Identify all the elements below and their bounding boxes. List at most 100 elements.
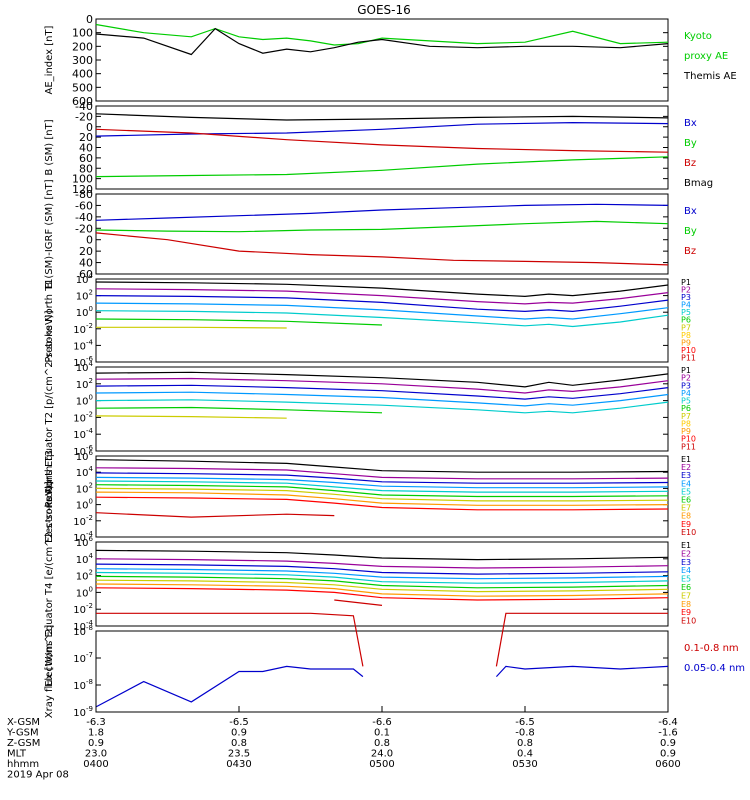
y-tick-label: 100 xyxy=(76,498,93,512)
series-line-p2 xyxy=(95,377,669,394)
y-tick-label: -20 xyxy=(75,110,93,123)
x-tick-label: 0500 xyxy=(369,759,394,770)
series-line-themis-ae xyxy=(95,27,669,56)
legend-label: P1 xyxy=(681,366,691,375)
x-tick-label: 0530 xyxy=(512,759,537,770)
panel-frame xyxy=(95,18,669,102)
x-tick-label: 0600 xyxy=(655,759,680,770)
x-row-label: Z-GSM xyxy=(7,738,40,749)
y-tick-label: 106 xyxy=(76,535,94,549)
legend-label: E10 xyxy=(681,528,696,537)
x-tick-label: 23.5 xyxy=(228,749,250,760)
legend-label: 0.1-0.8 nm xyxy=(684,643,739,654)
series-line-p2 xyxy=(95,288,669,305)
chart-title: GOES-16 xyxy=(357,3,411,17)
series-line-bmag xyxy=(95,113,669,121)
y-tick-label: 10-9 xyxy=(73,705,93,719)
y-tick-label: -80 xyxy=(75,188,93,201)
legend-label: E6 xyxy=(681,496,691,505)
x-tick-label: -6.5 xyxy=(229,717,249,728)
y-tick-label: 0 xyxy=(86,121,93,134)
y-tick-label: 10-2 xyxy=(73,602,93,616)
legend-label: P7 xyxy=(681,412,691,421)
panel-frame xyxy=(95,630,669,713)
legend-label: Bz xyxy=(684,246,696,257)
series-line-e10 xyxy=(334,599,383,606)
y-tick-label: 10-8 xyxy=(73,624,93,638)
y-tick-label: 10-4 xyxy=(73,338,93,352)
y-tick-label: 100 xyxy=(76,394,93,408)
series-line-e10 xyxy=(95,512,335,518)
legend-label: E5 xyxy=(681,487,691,496)
series-line-p4 xyxy=(95,302,669,320)
x-tick-label: -0.8 xyxy=(515,728,535,739)
series-line-e9 xyxy=(95,587,669,601)
panel-frame xyxy=(95,278,669,363)
series-line-e8 xyxy=(95,583,669,597)
legend-label: P9 xyxy=(681,427,691,436)
panel-frame xyxy=(95,366,669,452)
y-tick-label: 0 xyxy=(86,13,93,26)
y-tick-label: 20 xyxy=(79,131,93,144)
x-tick-label: -6.4 xyxy=(658,717,678,728)
series-line-e5 xyxy=(95,480,669,493)
y-tick-label: 102 xyxy=(76,289,93,303)
legend-label: P1 xyxy=(681,278,691,287)
x-tick-label: 0.8 xyxy=(374,738,390,749)
date-label: 2019 Apr 08 xyxy=(7,770,69,781)
x-row-label: hhmm xyxy=(7,759,39,770)
y-tick-label: 10-2 xyxy=(73,514,93,528)
y-tick-label: -20 xyxy=(75,222,93,235)
y-tick-label: -40 xyxy=(75,211,93,224)
legend-label: Bx xyxy=(684,206,697,217)
y-axis-label: Electrons North T3 xyxy=(44,450,55,543)
series-line-e7 xyxy=(95,487,669,502)
legend-label: E3 xyxy=(681,471,691,480)
series-line-e5 xyxy=(95,571,669,584)
y-tick-label: 500 xyxy=(72,81,93,94)
x-tick-label: -1.6 xyxy=(658,728,678,739)
x-tick-label: 0.9 xyxy=(88,738,104,749)
series-line-bx xyxy=(95,203,669,221)
x-tick-label: -6.6 xyxy=(372,717,392,728)
legend-label: E6 xyxy=(681,583,691,592)
series-line-e3 xyxy=(95,563,669,575)
y-tick-label: 10-6 xyxy=(73,444,93,458)
x-tick-label: 0.4 xyxy=(517,749,533,760)
legend-label: Bz xyxy=(684,158,696,169)
series-line-by xyxy=(95,156,669,178)
series-line-e6 xyxy=(95,575,669,589)
y-tick-label: -40 xyxy=(75,100,93,113)
y-tick-label: 104 xyxy=(76,360,94,374)
legend-label: P4 xyxy=(681,389,691,398)
legend-label: 0.05-0.4 nm xyxy=(684,663,745,674)
series-line-e1 xyxy=(95,549,669,561)
series-line-by xyxy=(95,220,669,233)
series-line-e2 xyxy=(95,558,669,569)
y-tick-label: 300 xyxy=(72,54,93,67)
series-line-0-1-0-8-nm xyxy=(96,612,364,667)
series-line-p7 xyxy=(96,326,287,329)
x-tick-label: 0.1 xyxy=(374,728,390,739)
series-line-p3 xyxy=(95,295,669,313)
series-line-e1 xyxy=(95,459,669,473)
y-tick-label: 10-4 xyxy=(73,427,93,441)
series-line-e7 xyxy=(95,579,669,593)
y-tick-label: 10-4 xyxy=(73,530,93,544)
y-tick-label: 102 xyxy=(76,481,93,495)
y-tick-label: 60 xyxy=(79,268,93,281)
legend-label: P5 xyxy=(681,397,691,406)
y-tick-label: 104 xyxy=(76,465,94,479)
legend-label: P6 xyxy=(681,316,691,325)
x-tick-label: 0400 xyxy=(83,759,108,770)
y-tick-label: 120 xyxy=(72,183,93,196)
x-row-label: X-GSM xyxy=(7,717,40,728)
legend-label: E2 xyxy=(681,463,691,472)
legend-label: By xyxy=(684,226,697,237)
legend-label: By xyxy=(684,138,697,149)
series-line-p6 xyxy=(95,406,383,414)
x-tick-label: -6.3 xyxy=(86,717,106,728)
series-line-p6 xyxy=(95,318,383,326)
x-tick-label: 0430 xyxy=(226,759,251,770)
